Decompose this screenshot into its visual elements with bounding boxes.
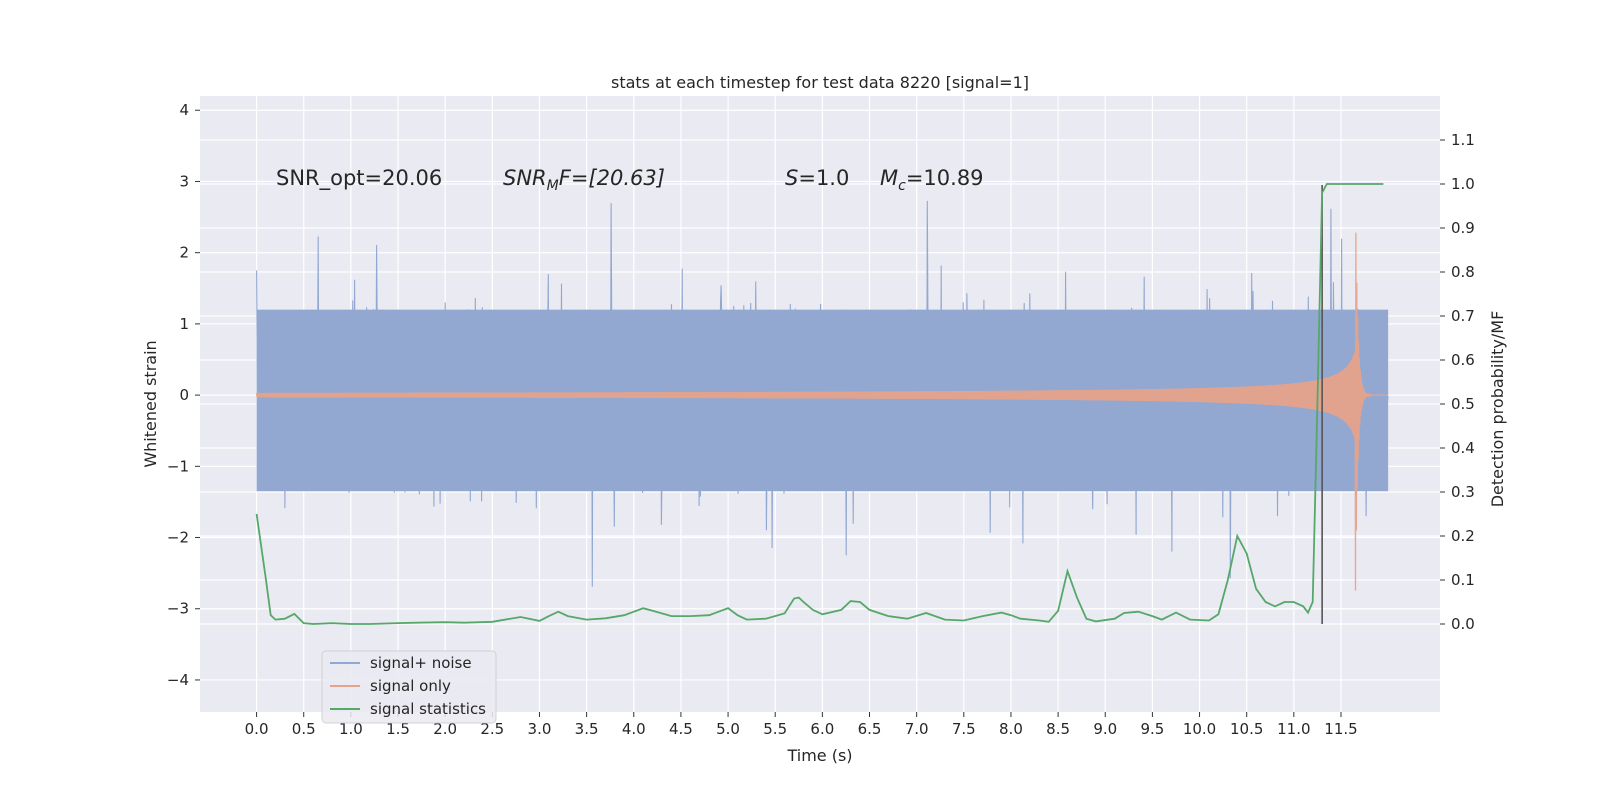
x-tick-label: 7.5 xyxy=(952,720,976,738)
y-right-tick-label: 0.3 xyxy=(1451,483,1475,501)
legend: signal+ noise signal only signal statist… xyxy=(321,650,497,724)
x-tick-label: 0.0 xyxy=(245,720,269,738)
x-tick-label: 3.0 xyxy=(528,720,552,738)
y-right-tick-label: 1.1 xyxy=(1451,131,1475,149)
x-tick-label: 6.0 xyxy=(810,720,834,738)
x-tick-label: 10.5 xyxy=(1230,720,1263,738)
y-right-tick-label: 0.9 xyxy=(1451,219,1475,237)
y-right-tick-label: 0.0 xyxy=(1451,615,1475,633)
x-tick-label: 11.5 xyxy=(1324,720,1357,738)
legend-label-noise: signal+ noise xyxy=(370,654,472,672)
y-right-tick-label: 0.1 xyxy=(1451,571,1475,589)
legend-box xyxy=(321,650,497,724)
x-tick-label: 11.0 xyxy=(1277,720,1310,738)
y-right-tick-label: 0.8 xyxy=(1451,263,1475,281)
x-tick-label: 8.5 xyxy=(1046,720,1070,738)
y-axis-left: 4 3 2 1 0 −1 −2 −3 −4 xyxy=(167,101,200,689)
y-axis-right-label: Detection probability/MF xyxy=(1488,311,1507,508)
series-signal-only xyxy=(255,232,1389,591)
x-tick-label: 8.0 xyxy=(999,720,1023,738)
annotation-s: S=1.0 xyxy=(785,166,849,190)
x-tick-label: 2.0 xyxy=(433,720,457,738)
signal-trace xyxy=(255,232,1389,591)
y-right-tick-label: 0.2 xyxy=(1451,527,1475,545)
x-tick-label: 4.0 xyxy=(622,720,646,738)
chart-title: stats at each timestep for test data 822… xyxy=(611,73,1029,92)
x-axis-label: Time (s) xyxy=(786,746,852,765)
y-axis-left-label: Whitened strain xyxy=(141,340,160,467)
x-tick-label: 5.5 xyxy=(763,720,787,738)
y-right-tick-label: 0.4 xyxy=(1451,439,1475,457)
legend-label-signal: signal only xyxy=(370,677,451,695)
annotation-snr-mf: SNRMF=[20.63] xyxy=(503,166,665,194)
x-tick-label: 6.5 xyxy=(858,720,882,738)
x-tick-label: 4.5 xyxy=(669,720,693,738)
y-axis-right: 1.1 1.0 0.9 0.8 0.7 0.6 0.5 0.4 0.3 0.2 0.1 0.0 xyxy=(1440,131,1475,633)
x-tick-label: 9.0 xyxy=(1093,720,1117,738)
annotation-mc: Mc=10.89 xyxy=(880,166,984,194)
x-tick-label: 7.0 xyxy=(905,720,929,738)
y-left-tick-label: −4 xyxy=(167,671,189,689)
x-tick-label: 2.5 xyxy=(480,720,504,738)
y-right-tick-label: 0.6 xyxy=(1451,351,1475,369)
x-tick-label: 3.5 xyxy=(575,720,599,738)
y-right-tick-label: 1.0 xyxy=(1451,175,1475,193)
y-right-tick-label: 0.5 xyxy=(1451,395,1475,413)
y-right-tick-label: 0.7 xyxy=(1451,307,1475,325)
y-left-tick-label: 4 xyxy=(179,101,189,119)
noise-trace xyxy=(256,200,1389,587)
y-left-tick-label: 3 xyxy=(179,172,189,190)
y-left-tick-label: −3 xyxy=(167,600,189,618)
y-left-tick-label: −2 xyxy=(167,529,189,547)
series-signal-statistics xyxy=(255,183,1384,625)
x-axis: 0.0 0.5 1.0 1.5 2.0 2.5 3.0 3.5 4.0 4.5 5.0 5.5 6.0 6… xyxy=(245,712,1358,738)
x-tick-label: 10.0 xyxy=(1183,720,1216,738)
x-tick-label: 5.0 xyxy=(716,720,740,738)
y-left-tick-label: 0 xyxy=(179,386,189,404)
y-left-tick-label: 2 xyxy=(179,244,189,262)
x-tick-label: 0.5 xyxy=(292,720,316,738)
y-left-tick-label: −1 xyxy=(167,457,189,475)
annotation-snr-opt: SNR_opt=20.06 xyxy=(276,166,442,191)
legend-label-stats: signal statistics xyxy=(370,700,486,718)
x-tick-label: 9.5 xyxy=(1140,720,1164,738)
x-tick-label: 1.5 xyxy=(386,720,410,738)
y-left-tick-label: 1 xyxy=(179,315,189,333)
x-tick-label: 1.0 xyxy=(339,720,363,738)
